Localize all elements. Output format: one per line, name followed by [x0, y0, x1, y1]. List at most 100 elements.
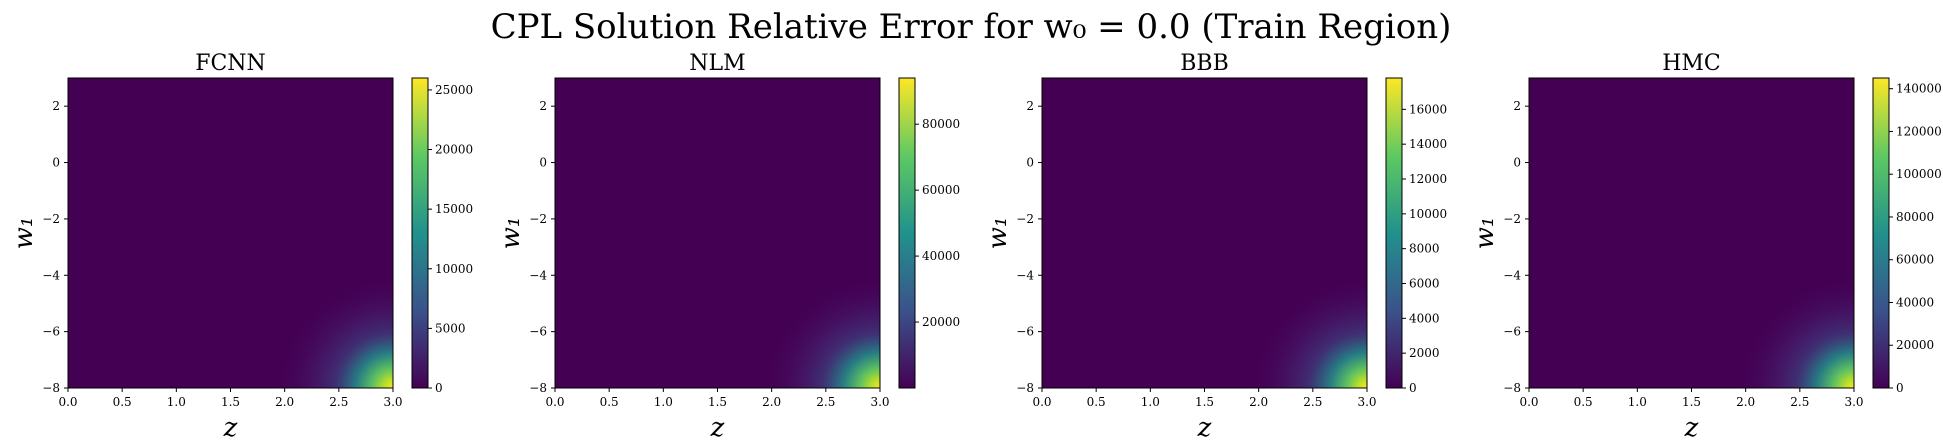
colorbar-tick-label: 60000 — [922, 183, 960, 197]
colorbar-tick-label: 60000 — [1896, 253, 1934, 267]
colorbar-tick-label: 8000 — [1409, 242, 1440, 256]
colorbar-tick-label: 25000 — [435, 83, 473, 97]
colorbar — [1872, 77, 1890, 389]
x-axis-label: z — [1684, 413, 1699, 443]
x-tick-label: 1.5 — [1195, 395, 1214, 409]
colorbar-tick-label: 6000 — [1409, 277, 1440, 291]
colorbar-tick-label: 100000 — [1896, 167, 1942, 181]
heatmap-hotspot — [1529, 78, 1854, 388]
colorbar-tick-label: 15000 — [435, 202, 473, 216]
colorbar-tick-label: 120000 — [1896, 124, 1942, 138]
y-tick-label: 2 — [1513, 99, 1521, 113]
colorbar-tick-label: 4000 — [1409, 311, 1440, 325]
x-tick-label: 3.0 — [383, 395, 402, 409]
colorbar-tick-label: 0 — [1409, 381, 1417, 395]
colorbar-tick-label: 12000 — [1409, 172, 1447, 186]
colorbar-tick-label: 140000 — [1896, 82, 1942, 96]
y-tick-label: −8 — [1016, 381, 1034, 395]
x-tick-label: 0.5 — [113, 395, 132, 409]
y-tick-label: 2 — [1026, 99, 1034, 113]
y-tick-label: −4 — [1016, 268, 1034, 282]
y-axis-label: w₁ — [496, 217, 526, 250]
heatmap-hotspot — [1042, 78, 1367, 388]
y-tick-label: −4 — [42, 268, 60, 282]
y-tick-label: −6 — [42, 325, 60, 339]
y-axis-label: w₁ — [1470, 217, 1500, 250]
colorbar-tick-label: 5000 — [435, 321, 466, 335]
colorbar-tick-label: 40000 — [1896, 295, 1934, 309]
x-tick-label: 2.0 — [275, 395, 294, 409]
colorbar — [1385, 77, 1403, 389]
panel-title: HMC — [1662, 51, 1721, 76]
colorbar-tick-label: 2000 — [1409, 346, 1440, 360]
panel-title: NLM — [689, 51, 745, 76]
y-axis-label: w₁ — [9, 217, 39, 250]
x-tick-label: 1.5 — [1682, 395, 1701, 409]
y-tick-label: −4 — [529, 268, 547, 282]
y-tick-label: 0 — [1513, 156, 1521, 170]
colorbar-tick-label: 20000 — [435, 143, 473, 157]
y-tick-label: 0 — [1026, 156, 1034, 170]
y-tick-label: −2 — [1016, 212, 1034, 226]
x-tick-label: 0.0 — [1519, 395, 1538, 409]
colorbar-tick-label: 80000 — [1896, 210, 1934, 224]
y-tick-label: 2 — [52, 99, 60, 113]
x-tick-label: 1.0 — [167, 395, 186, 409]
x-axis-label: z — [1197, 413, 1212, 443]
x-tick-label: 2.5 — [1303, 395, 1322, 409]
panel-nlm: NLM 0.0 0.5 1.0 1.5 2.0 2.5 3.0 2 0 −2 −4 −6 −8 z w₁ 200… — [496, 51, 960, 443]
y-tick-label: −6 — [1016, 325, 1034, 339]
y-tick-label: −6 — [529, 325, 547, 339]
y-tick-label: 2 — [539, 99, 547, 113]
colorbar-tick-label: 16000 — [1409, 102, 1447, 116]
x-tick-label: 2.5 — [329, 395, 348, 409]
x-tick-label: 0.0 — [58, 395, 77, 409]
y-tick-label: −8 — [1503, 381, 1521, 395]
heatmap-hotspot — [68, 78, 393, 388]
x-tick-label: 0.5 — [1087, 395, 1106, 409]
y-tick-label: −8 — [42, 381, 60, 395]
colorbar-tick-label: 20000 — [922, 315, 960, 329]
colorbar-tick-label: 0 — [1896, 381, 1904, 395]
y-tick-label: −2 — [42, 212, 60, 226]
panel-fcnn: FCNN 0.0 0.5 1.0 1.5 2.0 2.5 3.0 2 0 −2 −4 −6 −8 z w₁ 0 5… — [9, 51, 473, 443]
x-tick-label: 1.5 — [708, 395, 727, 409]
x-tick-label: 3.0 — [1357, 395, 1376, 409]
colorbar-tick-label: 14000 — [1409, 137, 1447, 151]
colorbar-tick-label: 40000 — [922, 249, 960, 263]
x-tick-label: 2.0 — [762, 395, 781, 409]
x-tick-label: 3.0 — [1844, 395, 1863, 409]
x-axis-label: z — [710, 413, 725, 443]
x-tick-label: 2.0 — [1736, 395, 1755, 409]
x-tick-label: 2.5 — [816, 395, 835, 409]
y-axis-label: w₁ — [983, 217, 1013, 250]
x-tick-label: 3.0 — [870, 395, 889, 409]
x-tick-label: 0.0 — [1032, 395, 1051, 409]
y-tick-label: 0 — [52, 156, 60, 170]
x-axis-label: z — [223, 413, 238, 443]
x-tick-label: 1.5 — [221, 395, 240, 409]
x-tick-label: 1.0 — [654, 395, 673, 409]
x-tick-label: 1.0 — [1141, 395, 1160, 409]
x-tick-label: 2.0 — [1249, 395, 1268, 409]
y-tick-label: −6 — [1503, 325, 1521, 339]
y-tick-label: 0 — [539, 156, 547, 170]
colorbar — [411, 77, 429, 389]
colorbar-tick-label: 10000 — [1409, 207, 1447, 221]
colorbar-tick-label: 0 — [435, 381, 443, 395]
colorbar — [898, 77, 916, 389]
heatmap-hotspot — [555, 78, 880, 388]
y-tick-label: −8 — [529, 381, 547, 395]
x-tick-label: 0.5 — [1574, 395, 1593, 409]
x-tick-label: 2.5 — [1790, 395, 1809, 409]
x-tick-label: 1.0 — [1628, 395, 1647, 409]
panel-title: BBB — [1180, 51, 1229, 76]
colorbar-tick-label: 10000 — [435, 262, 473, 276]
panel-title: FCNN — [195, 51, 266, 76]
colorbar-tick-label: 80000 — [922, 117, 960, 131]
y-tick-label: −4 — [1503, 268, 1521, 282]
x-tick-label: 0.0 — [545, 395, 564, 409]
panel-bbb: BBB 0.0 0.5 1.0 1.5 2.0 2.5 3.0 2 0 −2 −4 −6 −8 z w₁ 0 20… — [983, 51, 1447, 443]
